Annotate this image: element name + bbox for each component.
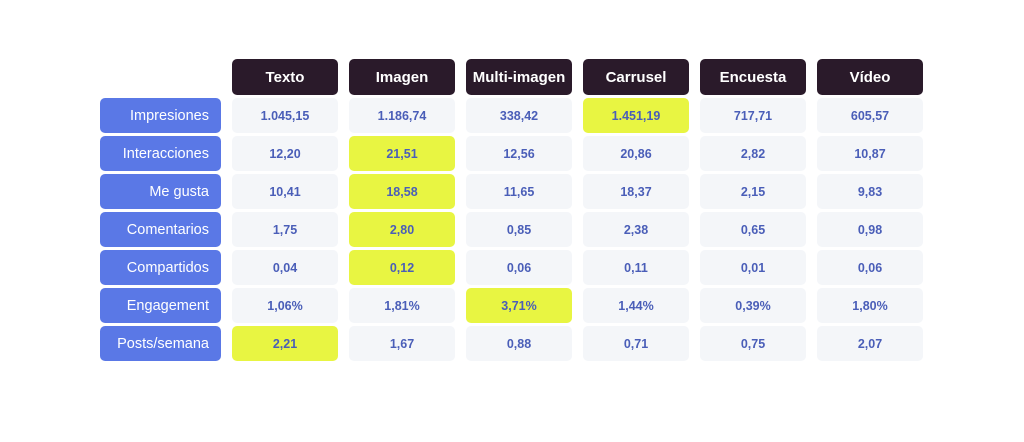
table-cell: 0,88 xyxy=(466,326,572,361)
table-cell: 0,12 xyxy=(349,250,455,285)
row-header: Engagement xyxy=(100,288,221,323)
table-cell: 0,39% xyxy=(700,288,806,323)
table-cell: 2,07 xyxy=(817,326,923,361)
table-cell: 1.451,19 xyxy=(583,98,689,133)
table-cell: 0,06 xyxy=(466,250,572,285)
table-cell: 1.045,15 xyxy=(232,98,338,133)
table-cell: 3,71% xyxy=(466,288,572,323)
table-cell: 0,85 xyxy=(466,212,572,247)
table-cell: 1,44% xyxy=(583,288,689,323)
table-cell: 18,58 xyxy=(349,174,455,209)
column-header: Imagen xyxy=(349,59,455,95)
table-cell: 1,06% xyxy=(232,288,338,323)
table-cell: 2,80 xyxy=(349,212,455,247)
row-header: Compartidos xyxy=(100,250,221,285)
metrics-table: Texto Imagen Multi-imagen Carrusel Encuesta V… xyxy=(100,59,923,361)
column-header: Carrusel xyxy=(583,59,689,95)
table-cell: 21,51 xyxy=(349,136,455,171)
column-header: Encuesta xyxy=(700,59,806,95)
table-cell: 1,67 xyxy=(349,326,455,361)
table-cell: 0,98 xyxy=(817,212,923,247)
table-cell: 0,65 xyxy=(700,212,806,247)
table-cell: 0,71 xyxy=(583,326,689,361)
row-header: Comentarios xyxy=(100,212,221,247)
table-cell: 1,75 xyxy=(232,212,338,247)
column-header: Multi-imagen xyxy=(466,59,572,95)
table-cell: 0,06 xyxy=(817,250,923,285)
table-cell: 9,83 xyxy=(817,174,923,209)
table-cell: 338,42 xyxy=(466,98,572,133)
table-cell: 2,38 xyxy=(583,212,689,247)
row-header: Posts/semana xyxy=(100,326,221,361)
table-cell: 2,21 xyxy=(232,326,338,361)
table-cell: 20,86 xyxy=(583,136,689,171)
table-cell: 1,81% xyxy=(349,288,455,323)
table-cell: 2,82 xyxy=(700,136,806,171)
row-header: Interacciones xyxy=(100,136,221,171)
table-cell: 1.186,74 xyxy=(349,98,455,133)
table-cell: 717,71 xyxy=(700,98,806,133)
table-cell: 1,80% xyxy=(817,288,923,323)
table-cell: 0,01 xyxy=(700,250,806,285)
row-header: Me gusta xyxy=(100,174,221,209)
table-cell: 605,57 xyxy=(817,98,923,133)
table-cell: 2,15 xyxy=(700,174,806,209)
table-cell: 0,75 xyxy=(700,326,806,361)
table-cell: 11,65 xyxy=(466,174,572,209)
table-cell: 12,56 xyxy=(466,136,572,171)
table-cell: 0,04 xyxy=(232,250,338,285)
table-cell: 18,37 xyxy=(583,174,689,209)
table-cell: 10,87 xyxy=(817,136,923,171)
column-header: Texto xyxy=(232,59,338,95)
table-corner-empty xyxy=(100,59,221,95)
column-header: Vídeo xyxy=(817,59,923,95)
table-cell: 12,20 xyxy=(232,136,338,171)
table-cell: 0,11 xyxy=(583,250,689,285)
row-header: Impresiones xyxy=(100,98,221,133)
table-cell: 10,41 xyxy=(232,174,338,209)
